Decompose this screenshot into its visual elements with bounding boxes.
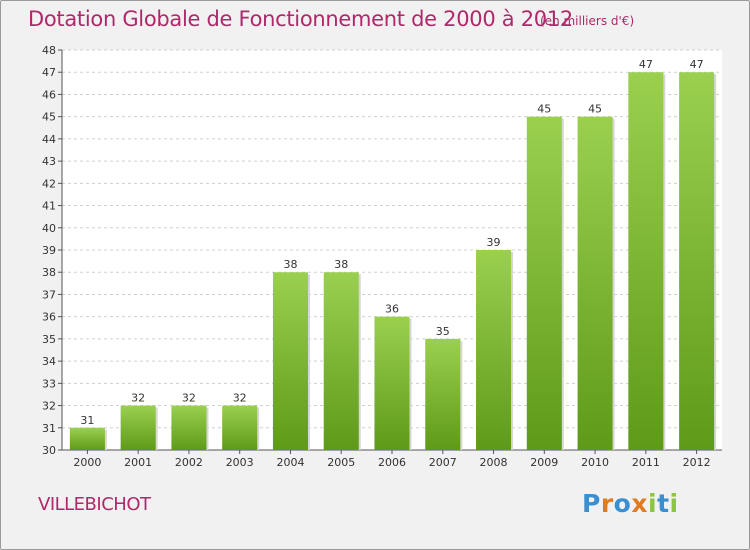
bar bbox=[526, 116, 562, 451]
x-tick-label: 2009 bbox=[530, 456, 558, 469]
y-tick-label: 44 bbox=[42, 133, 56, 146]
logo-letter: x bbox=[631, 489, 648, 518]
x-tick-label: 2003 bbox=[226, 456, 254, 469]
x-tick-label: 2010 bbox=[581, 456, 609, 469]
chart-subtitle: (en milliers d'€) bbox=[540, 14, 635, 28]
bar-value-label: 35 bbox=[436, 325, 450, 338]
y-tick-label: 35 bbox=[42, 333, 56, 346]
y-tick-label: 37 bbox=[42, 288, 56, 301]
bar-value-label: 47 bbox=[690, 58, 704, 71]
y-tick-label: 42 bbox=[42, 177, 56, 190]
x-tick-label: 2012 bbox=[683, 456, 711, 469]
bar bbox=[171, 405, 207, 450]
y-tick-label: 30 bbox=[42, 444, 56, 457]
y-tick-label: 40 bbox=[42, 222, 56, 235]
bar-value-label: 32 bbox=[131, 392, 145, 405]
x-tick-label: 2008 bbox=[480, 456, 508, 469]
y-tick-label: 38 bbox=[42, 266, 56, 279]
bar-value-label: 32 bbox=[233, 392, 247, 405]
x-tick-label: 2011 bbox=[632, 456, 660, 469]
logo-letter: r bbox=[600, 489, 614, 518]
bar-value-label: 31 bbox=[80, 414, 94, 427]
bar bbox=[476, 250, 512, 450]
bar bbox=[323, 272, 359, 450]
bar bbox=[272, 272, 308, 450]
y-tick-label: 45 bbox=[42, 111, 56, 124]
logo-letter: t bbox=[657, 489, 670, 518]
x-tick-label: 2005 bbox=[327, 456, 355, 469]
y-tick-label: 31 bbox=[42, 422, 56, 435]
bar-value-label: 32 bbox=[182, 392, 196, 405]
bar bbox=[577, 116, 613, 451]
x-tick-label: 2007 bbox=[429, 456, 457, 469]
y-tick-label: 36 bbox=[42, 311, 56, 324]
logo-letter: i bbox=[669, 489, 679, 518]
y-tick-label: 41 bbox=[42, 200, 56, 213]
bar-value-label: 36 bbox=[385, 303, 399, 316]
bar-value-label: 38 bbox=[334, 258, 348, 271]
x-tick-label: 2004 bbox=[276, 456, 304, 469]
chart-title: Dotation Globale de Fonctionnement de 20… bbox=[28, 7, 573, 31]
bar bbox=[679, 72, 715, 450]
proxiti-logo: Proxiti bbox=[582, 489, 679, 518]
y-tick-label: 48 bbox=[42, 44, 56, 57]
bar-value-label: 45 bbox=[537, 103, 551, 116]
y-tick-label: 39 bbox=[42, 244, 56, 257]
x-tick-label: 2002 bbox=[175, 456, 203, 469]
y-tick-label: 33 bbox=[42, 377, 56, 390]
bar-value-label: 47 bbox=[639, 58, 653, 71]
logo-letter: P bbox=[582, 489, 601, 518]
x-tick-label: 2000 bbox=[73, 456, 101, 469]
bar bbox=[120, 405, 156, 450]
y-tick-label: 47 bbox=[42, 66, 56, 79]
bar bbox=[374, 316, 410, 450]
x-tick-label: 2006 bbox=[378, 456, 406, 469]
bar-value-label: 45 bbox=[588, 103, 602, 116]
x-tick-label: 2001 bbox=[124, 456, 152, 469]
bar bbox=[425, 338, 461, 450]
logo-letter: i bbox=[648, 489, 658, 518]
y-tick-label: 32 bbox=[42, 400, 56, 413]
bar bbox=[69, 427, 105, 450]
y-tick-label: 46 bbox=[42, 88, 56, 101]
bar bbox=[628, 72, 664, 450]
bar-value-label: 38 bbox=[283, 258, 297, 271]
bar bbox=[222, 405, 258, 450]
commune-name: VILLEBICHOT bbox=[38, 494, 151, 515]
bar-value-label: 39 bbox=[487, 236, 501, 249]
y-tick-label: 43 bbox=[42, 155, 56, 168]
logo-letter: o bbox=[613, 489, 632, 518]
y-tick-label: 34 bbox=[42, 355, 56, 368]
